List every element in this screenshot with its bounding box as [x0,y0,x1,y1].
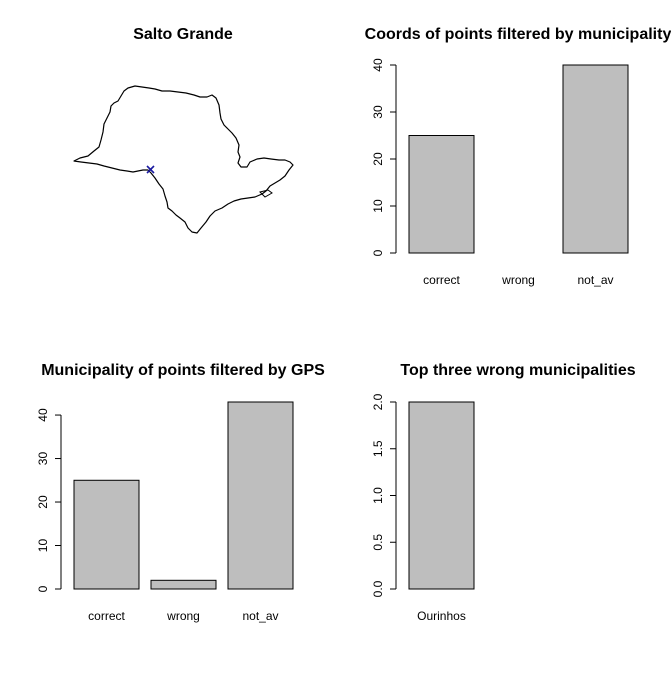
category-label: wrong [166,609,200,623]
bar-wrong [150,579,217,590]
bar-chart-top-wrong-municipalities: Top three wrong municipalities 0.0 0.5 1.0 1… [371,362,636,623]
y-tick-label: 0 [36,585,50,592]
island-outline [259,189,273,198]
category-label: not_av [577,273,613,287]
map-title: Salto Grande [133,26,233,43]
y-tick-label: 30 [371,105,385,119]
y-tick-label: 30 [36,452,50,466]
y-tick-label: 0.5 [371,534,385,551]
chart-title: Municipality of points filtered by GPS [41,362,325,379]
bar-not_av [562,64,629,254]
bar-correct [73,479,140,590]
location-point [146,165,155,174]
y-tick-label: 2.0 [371,393,385,410]
bar-Ourinhos [408,401,475,590]
location-point-stroke-2 [146,165,155,174]
chart-title: Coords of points filtered by municipalit… [365,26,671,43]
map-panel: Salto Grande [73,26,294,234]
y-tick-label: 1.5 [371,440,385,457]
y-tick-label: 0.0 [371,580,385,597]
chart-title: Top three wrong municipalities [400,362,635,379]
bar-chart-municipality-by-gps: Municipality of points filtered by GPS 0 1… [36,362,325,623]
category-label: correct [88,609,125,623]
state-outline-map [73,85,294,234]
y-tick-label: 40 [36,408,50,422]
bar-not_av [227,401,294,590]
category-label: not_av [242,609,278,623]
y-tick-label: 20 [36,495,50,509]
category-label: wrong [501,273,535,287]
bar-chart-coords-by-municipality: Coords of points filtered by municipalit… [365,26,671,287]
category-label: Ourinhos [417,609,466,623]
y-tick-label: 1.0 [371,487,385,504]
y-tick-label: 40 [371,58,385,72]
y-tick-label: 10 [371,199,385,213]
y-tick-label: 0 [371,249,385,256]
category-label: correct [423,273,460,287]
y-tick-label: 20 [371,152,385,166]
y-tick-label: 10 [36,539,50,553]
bar-correct [408,135,475,254]
